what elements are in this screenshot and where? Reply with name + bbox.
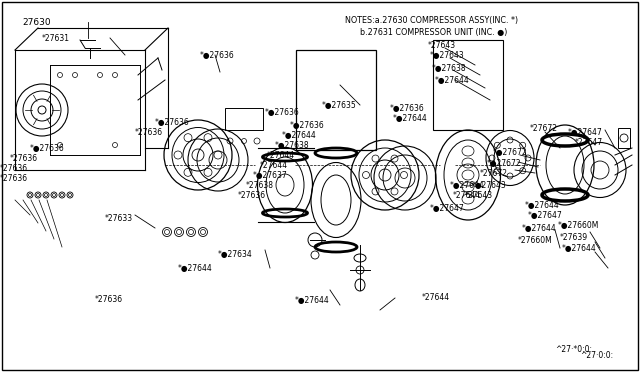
- Text: *27636: *27636: [95, 295, 123, 305]
- Text: *27672: *27672: [480, 169, 508, 177]
- Text: *●27644: *●27644: [282, 131, 317, 140]
- Text: *27636: *27636: [238, 190, 266, 199]
- Text: *27647: *27647: [575, 138, 603, 147]
- Text: *27638: *27638: [246, 180, 274, 189]
- Text: *●27647: *●27647: [430, 203, 465, 212]
- Text: *●27636: *●27636: [30, 144, 65, 153]
- Text: *●27644: *●27644: [435, 76, 470, 84]
- Text: *●27634: *●27634: [218, 250, 253, 260]
- Bar: [296, 50, 376, 150]
- Bar: [618, 128, 630, 148]
- Text: *27636: *27636: [10, 154, 38, 163]
- Text: ^27·0:0:: ^27·0:0:: [580, 350, 613, 359]
- Text: *●27636: *●27636: [265, 108, 300, 116]
- Text: *27639: *27639: [560, 232, 588, 241]
- Text: *●27636: *●27636: [290, 121, 324, 129]
- Text: *●27660M: *●27660M: [558, 221, 600, 230]
- Text: *●27638: *●27638: [432, 64, 467, 73]
- Text: *●27643: *●27643: [472, 180, 507, 189]
- Bar: [433, 40, 503, 130]
- Text: *●27638: *●27638: [275, 141, 310, 150]
- Text: *●27636: *●27636: [390, 103, 425, 112]
- Text: *●27637: *●27637: [253, 170, 288, 180]
- Text: *27636: *27636: [0, 173, 28, 183]
- Text: ^27·*0:0:: ^27·*0:0:: [555, 346, 592, 355]
- Text: NOTES:a.27630 COMPRESSOR ASSY(INC. *): NOTES:a.27630 COMPRESSOR ASSY(INC. *): [345, 16, 518, 25]
- Text: *27633: *27633: [105, 214, 133, 222]
- Text: *27636: *27636: [0, 164, 28, 173]
- Text: *●27647: *●27647: [568, 128, 603, 137]
- Text: *●27635: *●27635: [322, 100, 356, 109]
- Text: *●27644: *●27644: [522, 224, 557, 232]
- Bar: [225, 108, 263, 130]
- Text: *●27672: *●27672: [487, 158, 522, 167]
- Text: *27643: *27643: [465, 190, 493, 199]
- Text: *●27647: *●27647: [528, 211, 563, 219]
- Text: *●27644: *●27644: [178, 263, 212, 273]
- Text: *●27636: *●27636: [155, 118, 189, 126]
- Text: *27672: *27672: [530, 124, 558, 132]
- Text: *27636: *27636: [135, 128, 163, 137]
- Text: *27631: *27631: [42, 33, 70, 42]
- Text: *●27643: *●27643: [430, 51, 465, 60]
- Text: *27644: *27644: [260, 160, 288, 170]
- Text: *27643: *27643: [428, 41, 456, 49]
- Text: *27644: *27644: [453, 190, 481, 199]
- Text: b.27631 COMPRESSOR UNIT (INC. ●): b.27631 COMPRESSOR UNIT (INC. ●): [345, 28, 508, 36]
- Text: *●27644: *●27644: [525, 201, 560, 209]
- Text: *●27672: *●27672: [493, 148, 527, 157]
- Text: 27630: 27630: [22, 17, 51, 26]
- Text: *●27644: *●27644: [393, 113, 428, 122]
- Text: *●27644: *●27644: [450, 180, 484, 189]
- Text: *27644: *27644: [422, 294, 450, 302]
- Text: *27644: *27644: [267, 151, 295, 160]
- Text: *●27636: *●27636: [200, 51, 235, 60]
- Text: *●27644: *●27644: [562, 244, 596, 253]
- Text: *●27644: *●27644: [295, 295, 330, 305]
- Text: *27660M: *27660M: [518, 235, 553, 244]
